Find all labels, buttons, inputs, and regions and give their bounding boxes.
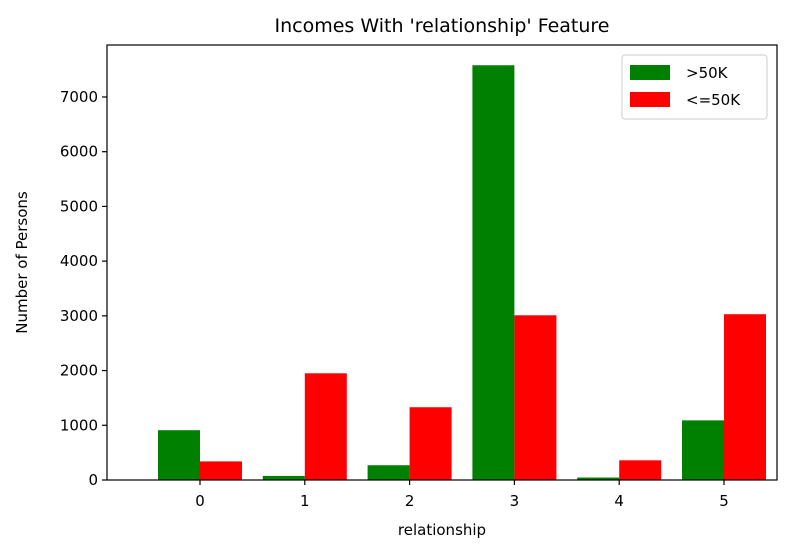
- legend-label: >50K: [686, 64, 729, 82]
- y-axis: 0 1000 2000 3000 4000 5000 6000 7000: [60, 88, 107, 489]
- y-axis-label: Number of Persons: [13, 191, 31, 334]
- y-tick-label: 1000: [60, 416, 98, 434]
- y-tick-label: 5000: [60, 197, 98, 215]
- y-tick-label: 7000: [60, 88, 98, 106]
- bar-gt50k-1: [262, 475, 305, 480]
- y-tick-label: 0: [88, 471, 98, 489]
- bar-le50k-0: [200, 461, 242, 480]
- y-tick-label: 2000: [60, 362, 98, 380]
- bar-le50k-5: [724, 314, 766, 480]
- x-axis: 0 1 2 3 4 5: [195, 480, 729, 510]
- bar-gt50k-5: [682, 420, 724, 480]
- y-tick-label: 6000: [60, 143, 98, 161]
- legend: >50K <=50K: [621, 54, 768, 120]
- y-tick-label: 4000: [60, 252, 98, 270]
- bar-gt50k-3: [472, 65, 515, 480]
- bar-le50k-3: [514, 315, 557, 480]
- chart-title: Incomes With 'relationship' Feature: [275, 15, 610, 37]
- bar-le50k-2: [409, 407, 452, 480]
- y-tick-label: 3000: [60, 307, 98, 325]
- legend-label: <=50K: [686, 91, 741, 109]
- legend-swatch: [630, 65, 670, 80]
- bar-gt50k-0: [158, 430, 200, 480]
- legend-swatch: [630, 92, 670, 107]
- bar-gt50k-2: [367, 465, 410, 480]
- x-tick-label: 5: [719, 492, 729, 510]
- x-axis-label: relationship: [398, 521, 486, 539]
- bar-gt50k-4: [577, 477, 620, 480]
- x-tick-label: 1: [300, 492, 310, 510]
- bars-group: [158, 65, 766, 480]
- bar-le50k-4: [619, 460, 662, 480]
- x-tick-label: 3: [510, 492, 520, 510]
- x-tick-label: 4: [614, 492, 624, 510]
- plot-area-frame: [106, 44, 778, 481]
- x-tick-label: 2: [405, 492, 415, 510]
- bar-le50k-1: [304, 373, 347, 480]
- x-tick-label: 0: [195, 492, 205, 510]
